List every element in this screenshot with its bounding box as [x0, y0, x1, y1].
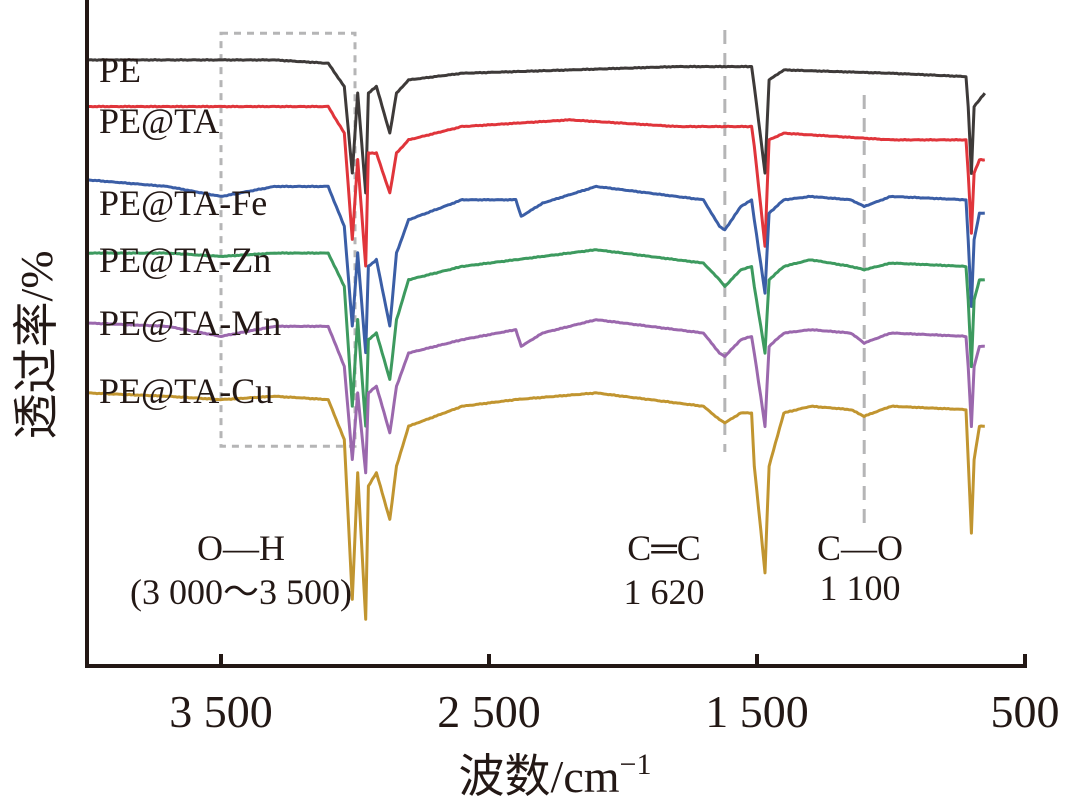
axis-layer: 3 500 2 500 1 500 500 波数/cm−1 透过率/%	[11, 0, 1060, 802]
series-line-1	[87, 58, 986, 195]
annotation-layer	[219, 30, 866, 530]
label-layer: PE PE@TA PE@TA-Fe PE@TA-Zn PE@TA-Mn PE@TA-Cu O…	[99, 50, 903, 612]
x-tick-label: 3 500	[169, 686, 273, 737]
x-axis-title: 波数/cm−1	[459, 748, 652, 802]
series-label-1: PE	[99, 50, 141, 90]
series-label-2: PE@TA	[99, 101, 219, 141]
series-line-3	[86, 178, 985, 355]
series-label-3: PE@TA-Fe	[99, 183, 267, 223]
series-label-4: PE@TA-Zn	[99, 240, 271, 280]
oh-region-box	[219, 31, 357, 448]
co-label-line-2: 1 100	[820, 568, 901, 608]
oh-label-line-2: (3 000～3 500)	[130, 572, 352, 612]
series-label-6: PE@TA-Cu	[99, 371, 273, 411]
series-line-2	[86, 104, 986, 268]
cc-label-line-2: 1 620	[624, 572, 705, 612]
series-line-6	[86, 391, 985, 621]
x-tick-label: 1 500	[705, 686, 809, 737]
series-line-4	[87, 248, 985, 428]
x-tick-label: 2 500	[437, 686, 541, 737]
co-label-line-1: C—O	[817, 528, 903, 568]
y-axis-title: 透过率/%	[11, 250, 62, 439]
series-layer	[86, 58, 986, 621]
x-tick-label: 500	[991, 686, 1060, 737]
series-line-5	[86, 318, 985, 475]
cc-label-line-1: C═C	[627, 528, 701, 568]
series-label-5: PE@TA-Mn	[99, 303, 281, 343]
oh-label-line-1: O—H	[197, 528, 285, 568]
